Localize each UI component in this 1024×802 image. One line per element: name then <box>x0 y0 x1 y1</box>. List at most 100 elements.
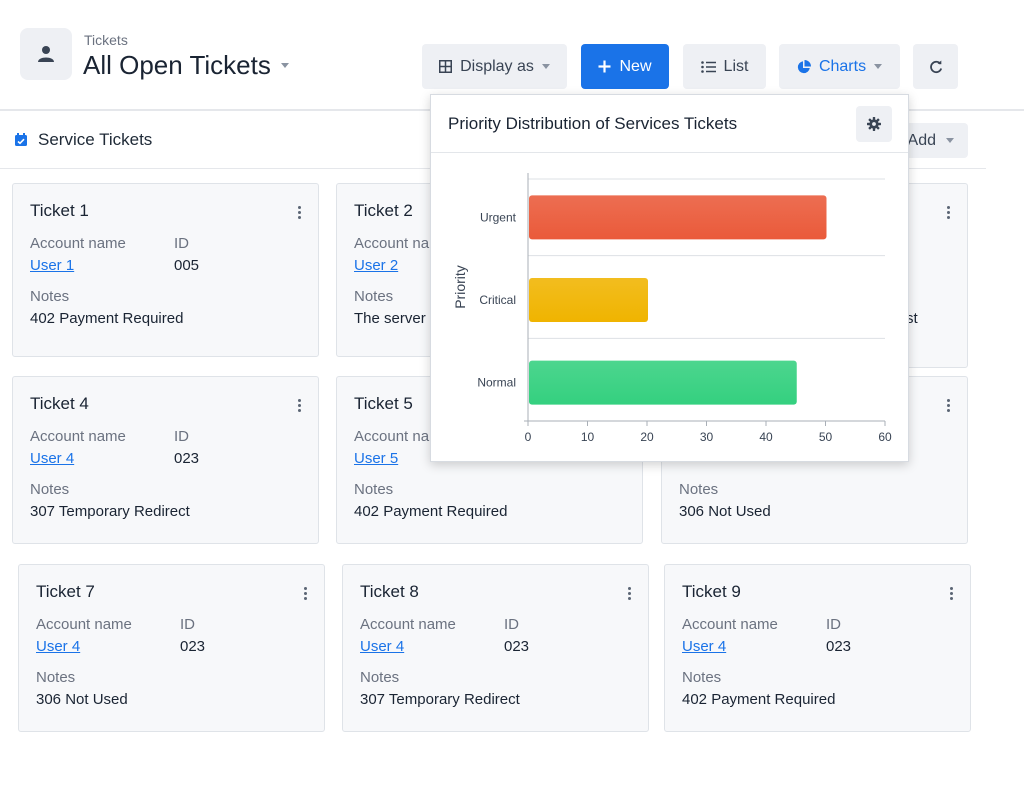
notes-label: Notes <box>682 669 722 686</box>
ticket-notes: 402 Payment Required <box>30 310 184 327</box>
more-options-icon[interactable] <box>304 587 308 600</box>
refresh-icon <box>929 60 942 73</box>
section-title-text: Service Tickets <box>38 130 153 149</box>
ticket-title: Ticket 5 <box>354 394 413 413</box>
account-link[interactable]: User 5 <box>354 450 399 467</box>
ticket-card[interactable]: Ticket 7 Account name ID User 4 023 Note… <box>18 564 325 732</box>
ticket-notes: st <box>906 310 918 327</box>
x-axis-title: Average <box>684 459 736 461</box>
y-axis-title: Priority <box>452 265 468 309</box>
more-options-icon[interactable] <box>628 587 632 600</box>
account-link[interactable]: User 4 <box>682 638 727 655</box>
id-label: ID <box>504 616 519 633</box>
notes-label: Notes <box>30 481 70 498</box>
calendar-icon <box>15 133 27 146</box>
bar-critical <box>529 278 648 322</box>
more-options-icon[interactable] <box>947 206 951 219</box>
account-link[interactable]: User 1 <box>30 257 75 274</box>
x-tick-label: 20 <box>640 430 654 444</box>
display-as-button[interactable]: Display as <box>422 44 567 89</box>
ticket-id: 023 <box>174 450 200 467</box>
ticket-title: Ticket 7 <box>36 582 95 601</box>
user-icon <box>38 46 54 62</box>
x-tick-label: 50 <box>819 430 833 444</box>
display-as-label: Display as <box>460 57 534 75</box>
account-link[interactable]: User 4 <box>36 638 81 655</box>
ticket-title: Ticket 1 <box>30 201 89 220</box>
ticket-id: 023 <box>180 638 206 655</box>
account-label: Account name <box>30 428 126 445</box>
account-label: Account name <box>36 616 132 633</box>
more-options-icon[interactable] <box>947 399 951 412</box>
chart-popup-header: Priority Distribution of Services Ticket… <box>431 95 908 153</box>
add-label: Add <box>907 131 936 149</box>
notes-label: Notes <box>36 669 76 686</box>
notes-label: Notes <box>354 481 394 498</box>
ticket-notes: 306 Not Used <box>679 503 771 520</box>
y-tick-label: Normal <box>477 376 516 390</box>
account-link[interactable]: User 4 <box>360 638 405 655</box>
section-title: Service Tickets <box>14 130 152 150</box>
account-label: Account name <box>682 616 778 633</box>
account-link[interactable]: User 2 <box>354 257 399 274</box>
plus-icon <box>598 60 611 73</box>
chevron-down-icon <box>541 64 550 69</box>
page-title[interactable]: All Open Tickets <box>83 50 289 81</box>
ticket-id: 005 <box>174 257 200 274</box>
charts-button[interactable]: Charts <box>779 44 900 89</box>
ticket-card[interactable]: Ticket 9 Account name ID User 4 023 Note… <box>664 564 971 732</box>
id-label: ID <box>180 616 195 633</box>
chart-title: Priority Distribution of Services Ticket… <box>448 114 738 133</box>
ticket-card[interactable]: Ticket 1 Account name ID User 1 005 Note… <box>12 183 319 357</box>
ticket-title: Ticket 4 <box>30 394 89 413</box>
refresh-button[interactable] <box>913 44 958 89</box>
list-button[interactable]: List <box>683 44 766 89</box>
new-button[interactable]: New <box>581 44 669 89</box>
x-tick-label: 0 <box>525 430 532 444</box>
ticket-notes: 307 Temporary Redirect <box>30 503 190 520</box>
account-label: Account name <box>354 235 450 252</box>
x-tick-label: 10 <box>581 430 595 444</box>
page-title-text: All Open Tickets <box>83 50 271 80</box>
y-tick-label: Critical <box>479 293 516 307</box>
chevron-down-icon <box>280 63 289 68</box>
pie-chart-icon <box>797 59 811 73</box>
ticket-notes: 307 Temporary Redirect <box>360 691 520 708</box>
ticket-id: 023 <box>826 638 852 655</box>
x-tick-label: 30 <box>700 430 714 444</box>
more-options-icon[interactable] <box>950 587 954 600</box>
more-options-icon[interactable] <box>298 399 302 412</box>
ticket-title: Ticket 8 <box>360 582 419 601</box>
ticket-title: Ticket 9 <box>682 582 741 601</box>
avatar[interactable] <box>20 28 72 80</box>
charts-label: Charts <box>818 57 867 75</box>
ticket-id: 023 <box>504 638 530 655</box>
id-label: ID <box>174 235 189 252</box>
account-label: Account name <box>30 235 126 252</box>
chevron-down-icon <box>874 64 883 69</box>
chevron-down-icon <box>946 138 954 143</box>
ticket-card[interactable]: Ticket 8 Account name ID User 4 023 Note… <box>342 564 649 732</box>
ticket-notes: 306 Not Used <box>36 691 128 708</box>
chart-settings-button[interactable] <box>856 106 892 142</box>
ticket-title: Ticket 2 <box>354 201 413 220</box>
more-options-icon[interactable] <box>298 206 302 219</box>
breadcrumb[interactable]: Tickets <box>84 32 128 48</box>
notes-label: Notes <box>354 288 394 305</box>
ticket-notes: The server <box>354 310 426 327</box>
account-link[interactable]: User 4 <box>30 450 75 467</box>
grid-icon <box>439 60 453 73</box>
id-label: ID <box>826 616 841 633</box>
account-label: Account name <box>354 428 450 445</box>
ticket-card[interactable]: Ticket 4 Account name ID User 4 023 Note… <box>12 376 319 544</box>
id-label: ID <box>174 428 189 445</box>
list-icon <box>700 60 716 73</box>
account-label: Account name <box>360 616 456 633</box>
y-tick-label: Urgent <box>480 210 517 224</box>
notes-label: Notes <box>360 669 400 686</box>
bar-urgent <box>529 195 827 240</box>
ticket-notes: 402 Payment Required <box>354 503 508 520</box>
bar-normal <box>529 360 797 405</box>
ticket-notes: 402 Payment Required <box>682 691 836 708</box>
